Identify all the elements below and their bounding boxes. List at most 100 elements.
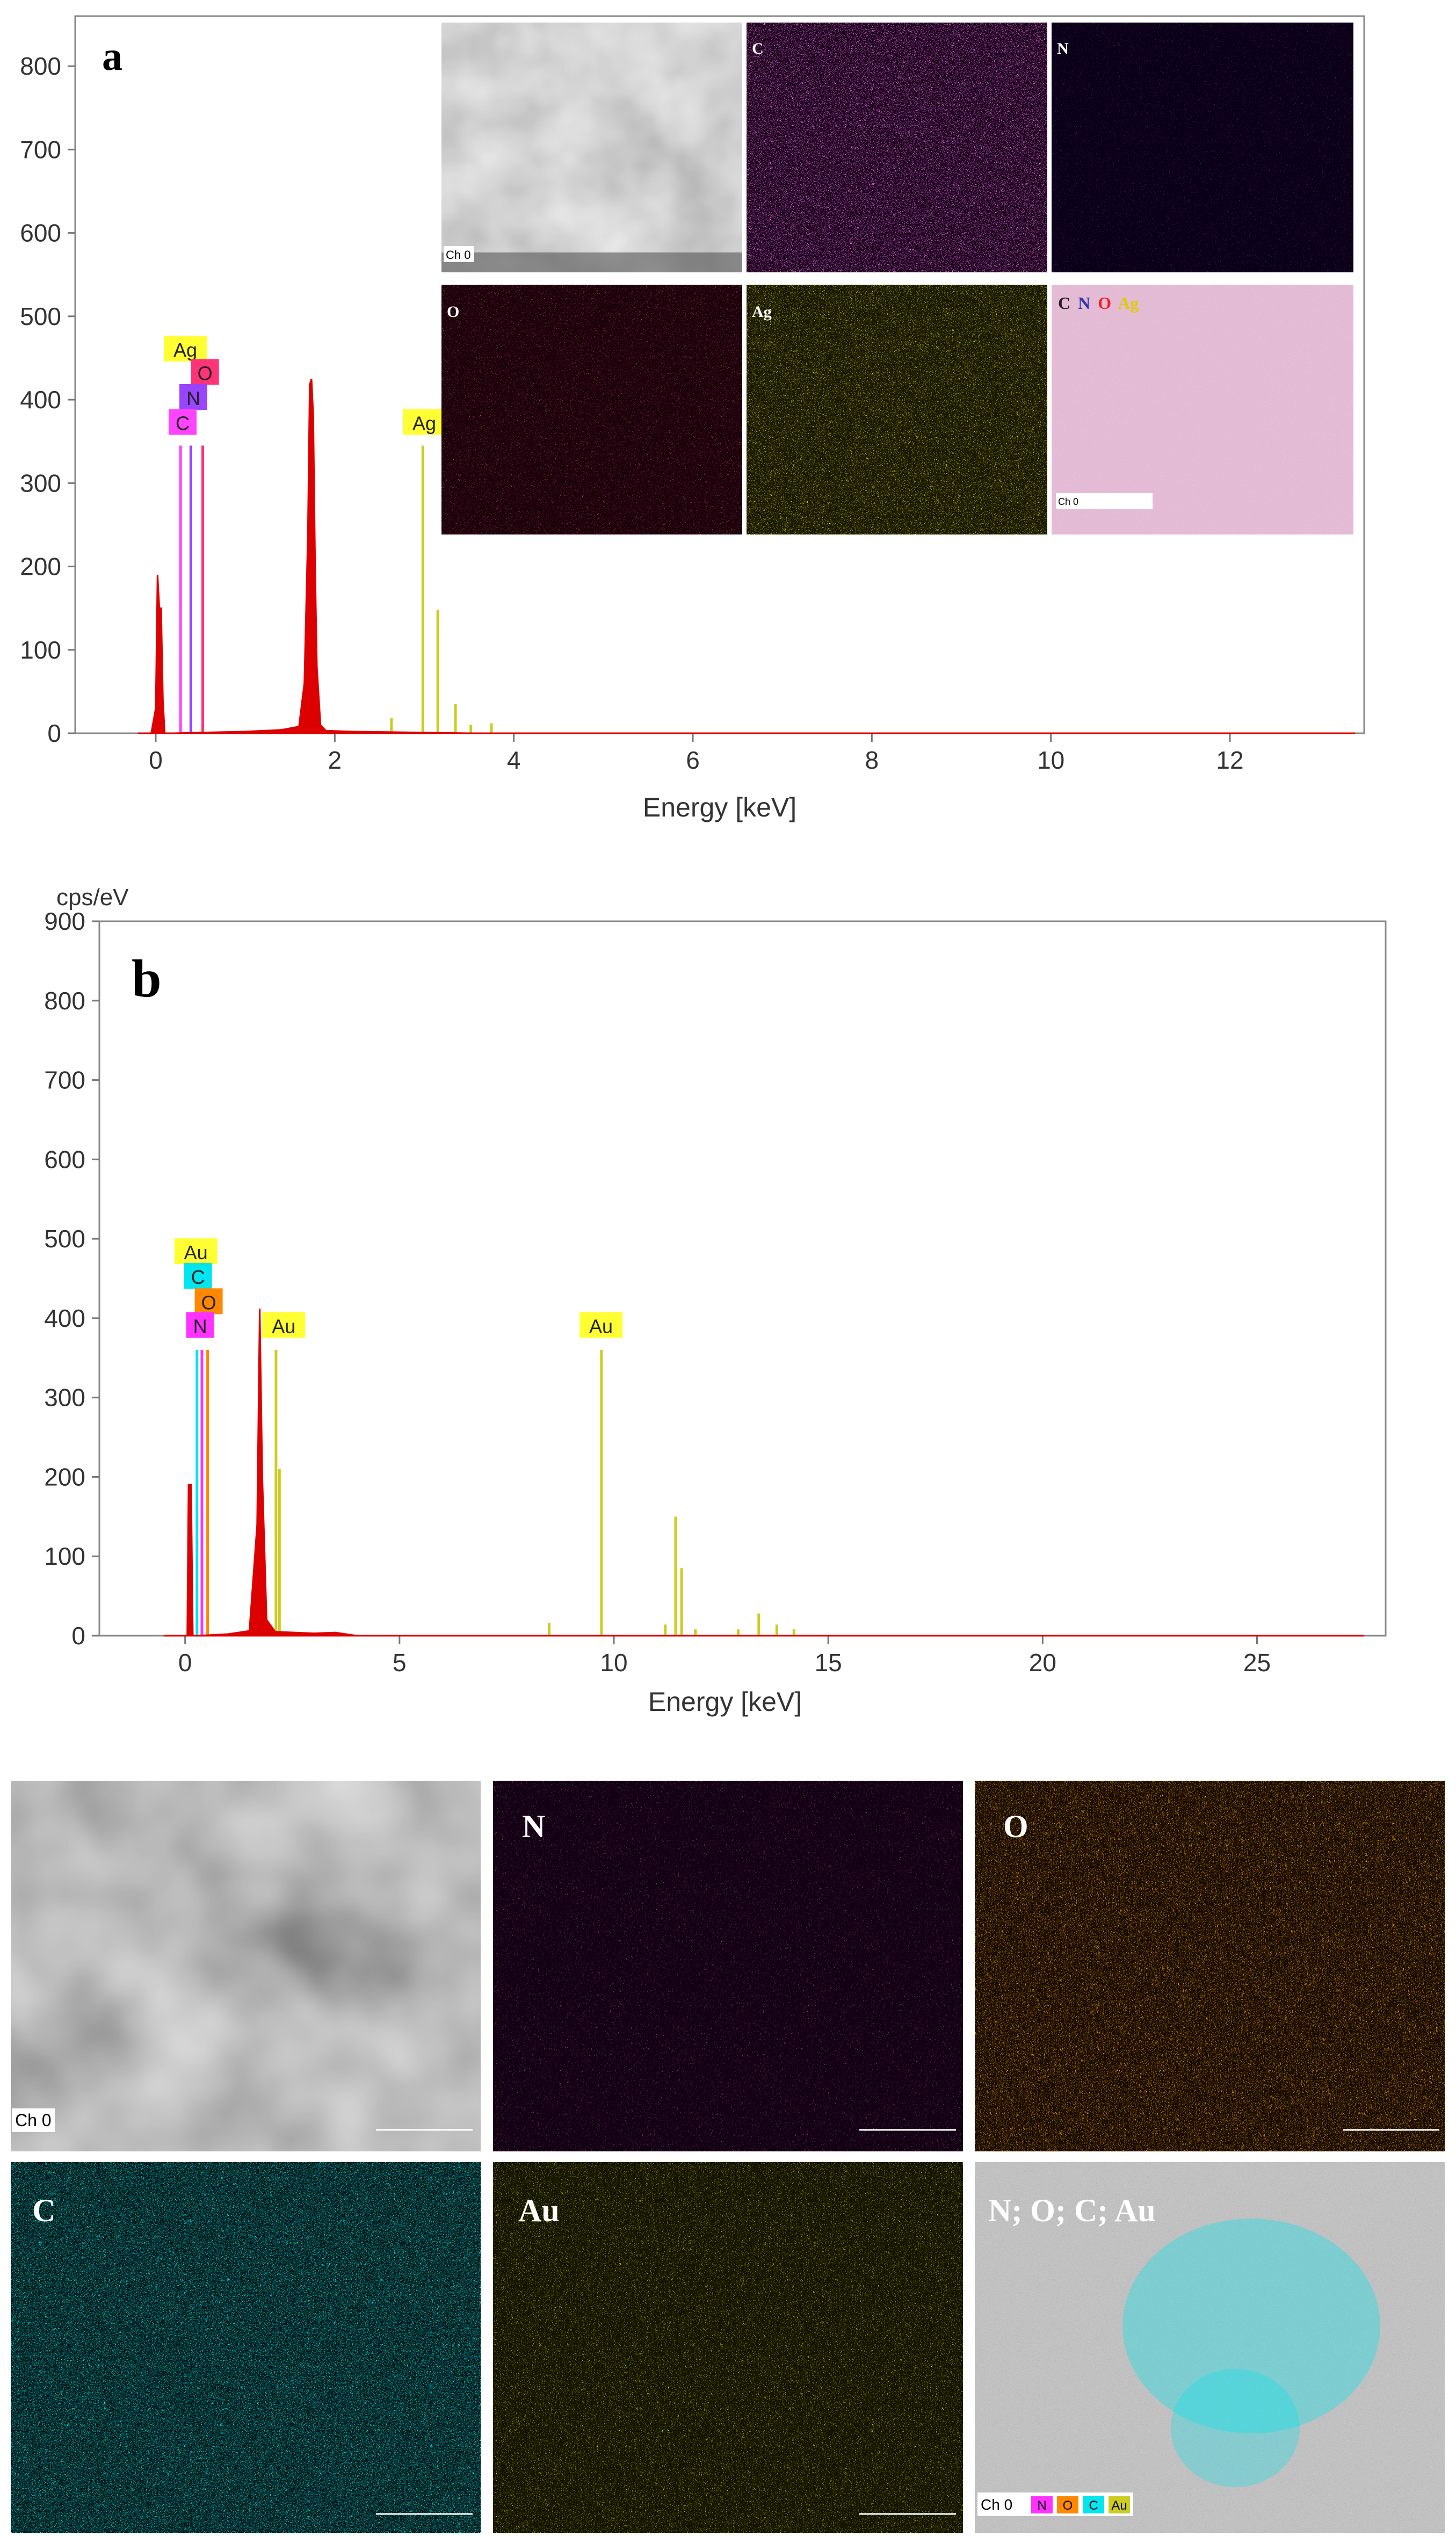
legend-chip-label: O <box>1063 2498 1073 2513</box>
peak-label-c: C <box>191 1266 205 1288</box>
panel-b: cps/eV 0 100 200 300 400 500 600 700 800 900 0 5 10… <box>44 884 1387 1717</box>
panel-b-peak-labels: Au CON Au Au <box>174 1238 623 1338</box>
panel-b-x-axis: 0 5 10 15 20 25 <box>178 1636 1271 1677</box>
x-tick-label: 6 <box>686 746 700 774</box>
map-a-o-label: O <box>447 303 459 321</box>
x-tick-label: 10 <box>1037 746 1064 774</box>
peak-label-box <box>164 335 207 362</box>
peak-label-ag: Ag <box>412 413 436 435</box>
peak-label-au: Au <box>184 1241 208 1263</box>
panel-a-map-grid: Ch 0 C N O Ag <box>441 23 1353 534</box>
peak-label-c: C <box>176 413 190 435</box>
map-a-c: C <box>747 23 1047 272</box>
y-tick-label: 500 <box>20 302 61 330</box>
legend-chip-label: Au <box>1111 2498 1127 2513</box>
map-a-n: N <box>1052 23 1353 272</box>
x-tick-label: 4 <box>507 746 521 774</box>
map-b-o: O <box>975 1781 1445 2151</box>
map-a-overlay-title: C N O Ag <box>1058 293 1139 313</box>
y-tick-label: 800 <box>20 52 61 80</box>
peak-label-au: Au <box>589 1316 613 1338</box>
peak-label-box <box>179 384 207 410</box>
y-tick-label: 700 <box>44 1066 85 1094</box>
peak-label-box <box>579 1312 623 1338</box>
legend-chip-label: C <box>1089 2498 1098 2513</box>
y-tick-label: 700 <box>20 135 61 163</box>
legend-chip-label: N <box>1037 2498 1046 2513</box>
peak-label-box <box>194 1288 223 1314</box>
panel-b-element-lines <box>195 1350 795 1636</box>
panel-b-y-axis: 0 100 200 300 400 500 600 700 800 900 <box>44 907 99 1650</box>
x-tick-label: 0 <box>149 746 163 774</box>
y-tick-label: 600 <box>44 1145 85 1173</box>
map-b-o-label: O <box>1003 1809 1028 1844</box>
map-a-ch0-label: Ch 0 <box>446 248 470 262</box>
map-b-n-label: N <box>522 1809 545 1844</box>
y-tick-label: 100 <box>20 636 61 664</box>
y-tick-label: 400 <box>44 1304 85 1332</box>
map-b-overlay-legend: N O C Au <box>1031 2496 1130 2513</box>
x-tick-label: 20 <box>1029 1649 1056 1677</box>
y-tick-label: 200 <box>20 553 61 581</box>
legend-chip <box>1109 2496 1130 2513</box>
map-b-overlay-title: N; O; C; Au <box>988 2193 1156 2228</box>
map-a-c-label: C <box>752 40 764 57</box>
x-tick-label: 15 <box>815 1649 842 1677</box>
peak-label-box <box>403 409 446 435</box>
panel-a-x-axis: 0 2 4 6 8 10 12 <box>149 733 1244 774</box>
panel-b-plot-frame <box>98 920 1387 1637</box>
peak-label-o: O <box>201 1291 216 1313</box>
y-tick-label: 900 <box>44 907 85 935</box>
y-tick-label: 600 <box>20 219 61 247</box>
map-b-au: Au <box>493 2162 963 2533</box>
panel-a-xlabel: Energy [keV] <box>643 792 796 822</box>
map-b-c: C <box>11 2162 481 2533</box>
y-tick-label: 400 <box>20 386 61 414</box>
panel-b-spectrum-line <box>163 1309 1365 1637</box>
panel-a-letter: a <box>102 34 122 79</box>
panel-a-y-axis: 0 100 200 300 400 500 600 700 800 <box>20 52 75 747</box>
y-tick-label: 800 <box>44 987 85 1015</box>
peak-label-box <box>186 1312 214 1338</box>
y-tick-label: 0 <box>47 719 61 747</box>
map-b-n: N <box>493 1781 963 2151</box>
y-tick-label: 100 <box>44 1542 85 1570</box>
x-tick-label: 10 <box>600 1649 627 1677</box>
y-tick-label: 0 <box>71 1622 85 1650</box>
panel-a-spectrum-line <box>137 378 1356 734</box>
map-b-overlay: N; O; C; Au Ch 0 N O C Au <box>975 2162 1445 2533</box>
legend-chip <box>1057 2496 1078 2513</box>
map-a-o: O <box>441 285 742 534</box>
x-tick-label: 25 <box>1243 1649 1271 1677</box>
legend-chip <box>1083 2496 1104 2513</box>
map-b-ch0-label: Ch 0 <box>15 2111 52 2130</box>
peak-label-o: O <box>198 362 213 384</box>
y-tick-label: 200 <box>44 1463 85 1491</box>
map-b-c-label: C <box>32 2193 55 2228</box>
panel-b-xlabel: Energy [keV] <box>648 1687 802 1717</box>
x-tick-label: 12 <box>1216 746 1243 774</box>
panel-b-ylabel: cps/eV <box>56 884 129 911</box>
x-tick-label: 0 <box>178 1649 192 1677</box>
legend-chip <box>1031 2496 1053 2513</box>
peak-label-au: Au <box>272 1316 295 1338</box>
y-tick-label: 300 <box>44 1384 85 1412</box>
panel-b-letter: b <box>132 949 162 1008</box>
peak-label-box <box>191 359 219 385</box>
map-b-au-label: Au <box>518 2193 560 2228</box>
peak-label-box <box>169 409 197 435</box>
panel-a-element-lines <box>179 445 493 733</box>
panel-b-map-grid: Ch 0 N O C Au <box>11 1781 1445 2533</box>
map-a-ag: Ag <box>747 285 1047 534</box>
map-a-overlay: C N O Ag Ch 0 <box>1052 285 1353 534</box>
y-tick-label: 300 <box>20 469 61 497</box>
x-tick-label: 5 <box>393 1649 407 1677</box>
map-a-overlay-ch0: Ch 0 <box>1058 496 1078 507</box>
peak-label-n: N <box>193 1316 207 1338</box>
map-b-overlay-ch0: Ch 0 <box>981 2496 1012 2513</box>
peak-label-box <box>174 1238 218 1265</box>
peak-label-n: N <box>186 387 200 409</box>
peak-label-box <box>262 1312 306 1338</box>
